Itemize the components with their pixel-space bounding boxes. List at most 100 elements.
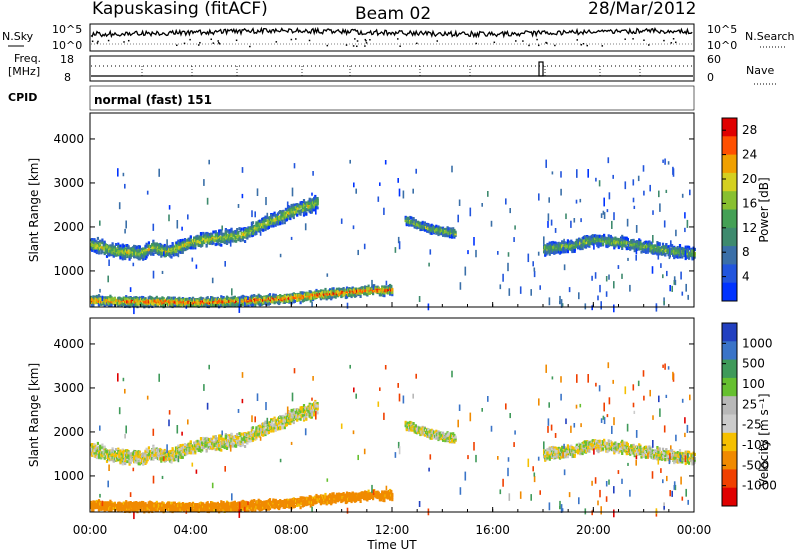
echo-cell [185,301,188,305]
colorbar-tick-label: 8 [742,245,750,259]
echo-cell [647,247,649,254]
echo-cell [176,253,179,257]
echo-cell [372,292,375,296]
echo-cell [327,290,330,293]
echo-cell [136,248,139,252]
echo-cell [552,245,555,249]
echo-cell [449,231,453,235]
echo-cell [384,286,387,289]
echo-cell [573,248,576,251]
echo-cell [164,302,167,306]
echo-cell [254,228,257,232]
echo-cell [194,243,197,247]
echo-cell [194,302,197,306]
echo-cell [612,237,615,241]
echo-cell [561,303,564,307]
echo-cell [105,254,109,258]
echo-cell [262,228,265,232]
echo-cell [673,280,676,285]
echo-cell [634,240,637,244]
echo-cell [593,243,595,250]
echo-cell [129,297,132,301]
echo-cell [666,248,669,252]
echo-cell [160,297,163,301]
echo-cell [195,236,198,240]
echo-cell [184,238,187,241]
echo-cell [676,249,679,253]
echo-cell [206,197,209,205]
nsearch-dot [475,42,477,45]
echo-cell [417,220,420,224]
echo-cell [225,240,229,244]
echo-cell [264,215,267,219]
echo-cell [440,227,443,230]
echo-cell [310,208,313,212]
echo-cell [430,229,433,232]
echo-cell [556,248,559,252]
echo-cell [547,249,550,253]
echo-cell [91,453,94,457]
echo-cell [146,244,149,248]
echo-cell [223,302,226,306]
echo-cell [94,447,97,451]
echo-cell [299,212,302,216]
echo-cell [316,206,319,210]
echo-cell [198,303,201,307]
echo-cell [362,287,366,291]
echo-cell [111,251,114,255]
echo-cell [275,217,278,221]
echo-cell [389,291,392,295]
echo-cell [130,250,133,254]
echo-cell [195,264,198,269]
echo-cell [274,294,277,298]
echo-cell [300,295,303,298]
echo-cell [120,247,123,251]
echo-cell [211,302,214,306]
echo-cell [218,234,221,238]
echo-cell [317,294,320,298]
echo-cell [599,239,602,243]
echo-cell [275,300,278,304]
echo-cell [235,229,238,233]
echo-cell [666,270,668,277]
echo-cell [196,298,199,301]
echo-cell [178,304,181,308]
echo-cell [297,298,300,302]
echo-cell [444,234,447,238]
echo-cell [121,250,124,254]
echo-cell [573,246,576,249]
echo-cell [151,243,154,247]
echo-cell [611,220,613,229]
echo-cell [126,244,129,247]
nave-tick-bottom: 0 [707,71,714,84]
echo-cell [146,299,149,303]
echo-cell [251,221,255,225]
echo-cell [362,289,366,293]
echo-cell [550,249,554,253]
echo-cell [607,244,610,247]
echo-cell [206,299,209,303]
nsearch-dot [648,44,650,46]
echo-cell [194,298,197,301]
echo-cell [169,253,172,256]
echo-cell [607,236,610,240]
echo-cell [299,301,302,305]
echo-cell [153,299,156,303]
echo-cell [122,244,125,248]
echo-cell [490,220,493,227]
echo-cell [220,295,223,299]
echo-cell [538,193,540,201]
echo-cell [569,243,572,247]
echo-cell [206,296,209,300]
echo-cell [650,248,653,252]
echo-cell [188,297,191,301]
echo-cell [108,245,111,249]
echo-cell [404,219,407,223]
echo-cell [566,239,569,243]
echo-cell [253,294,256,297]
echo-cell [639,240,642,244]
echo-cell [124,304,127,308]
echo-cell [352,291,355,294]
echo-cell [359,295,362,298]
echo-cell [314,296,317,300]
